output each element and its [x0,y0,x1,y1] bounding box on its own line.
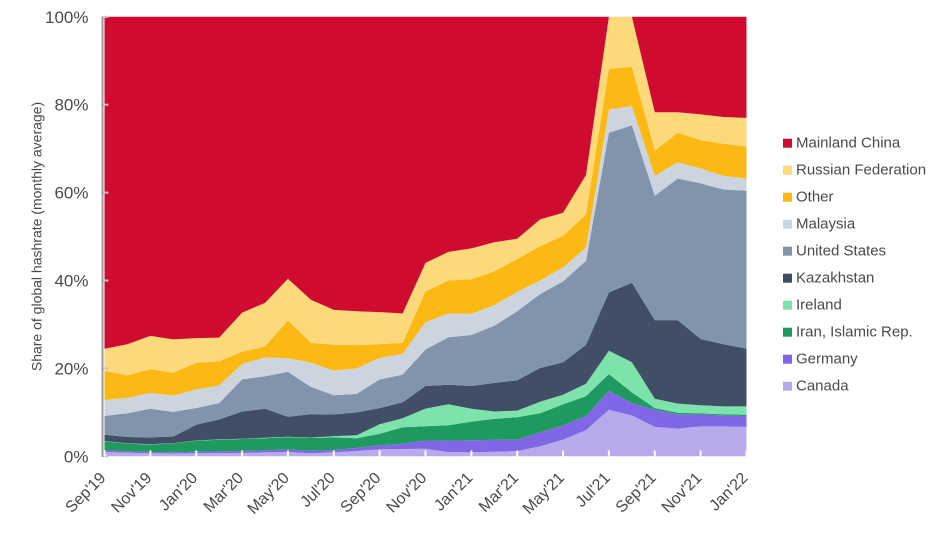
svg-text:0%: 0% [64,447,89,466]
svg-text:Other: Other [796,189,834,206]
svg-text:100%: 100% [45,8,88,27]
svg-text:60%: 60% [54,184,88,203]
svg-text:20%: 20% [54,359,88,378]
svg-text:Ireland: Ireland [796,297,842,314]
svg-text:Iran, Islamic Rep.: Iran, Islamic Rep. [796,324,913,341]
svg-text:Germany: Germany [796,351,858,368]
svg-text:United States: United States [796,243,886,260]
svg-text:40%: 40% [54,272,88,291]
svg-text:Canada: Canada [796,378,849,395]
svg-text:Russian Federation: Russian Federation [796,162,926,179]
svg-text:Mainland China: Mainland China [796,135,901,152]
svg-text:Malaysia: Malaysia [796,216,856,233]
svg-text:Kazakhstan: Kazakhstan [796,270,874,287]
svg-text:Share of global hashrate (mont: Share of global hashrate (monthly averag… [29,102,45,371]
svg-text:80%: 80% [54,96,88,115]
